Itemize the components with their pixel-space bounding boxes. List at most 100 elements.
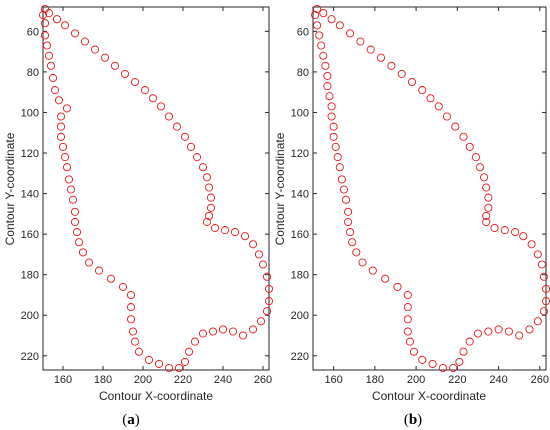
contour-point-a [42, 41, 52, 50]
contour-point-b [335, 21, 344, 30]
markers-b [311, 4, 550, 373]
contour-point-b [315, 31, 324, 40]
y-tick-label-b: 220 [291, 351, 309, 363]
x-tick-label-b: 160 [324, 374, 342, 386]
contour-point-b [329, 132, 338, 141]
axes-box-a [42, 6, 270, 371]
contour-point-b [366, 45, 375, 54]
ticks-a: 160 180 200 220 240 260 60 80 100 120 140 160 180 200… [21, 7, 272, 386]
ticks-b: 160 180 200 220 240 260 60 80 100 120 140 160 180 200… [291, 7, 549, 386]
contour-point-a [248, 325, 258, 334]
contour-point-b [407, 77, 417, 87]
contour-point-a [198, 163, 208, 172]
contour-point-b [465, 337, 474, 346]
panel-label-b: (b) [404, 412, 422, 428]
contour-point-a [84, 258, 94, 267]
contour-point-a [204, 183, 214, 192]
contour-point-b [339, 185, 348, 194]
contour-point-a [44, 9, 54, 18]
contour-point-a [174, 363, 184, 373]
contour-point-a [48, 73, 58, 83]
contour-point-b [484, 193, 493, 202]
x-tick-label-a: 240 [214, 374, 232, 386]
contour-point-b [335, 163, 344, 172]
markers-a [38, 4, 274, 373]
contour-point-a [192, 153, 202, 162]
contour-point-a [126, 290, 136, 300]
x-tick-label-a: 160 [54, 374, 72, 386]
contour-point-a [128, 327, 138, 336]
contour-point-a [262, 272, 272, 281]
contour-point-a [110, 61, 120, 70]
contour-point-a [40, 19, 50, 28]
x-tick-label-b: 260 [531, 374, 549, 386]
contour-point-b [511, 228, 520, 237]
x-tick-label-a: 260 [254, 374, 272, 386]
contour-point-a [44, 51, 54, 60]
contour-point-b [368, 266, 377, 275]
contour-point-b [341, 195, 351, 204]
contour-point-b [356, 37, 365, 46]
contour-point-a [220, 226, 230, 235]
contour-point-b [426, 94, 435, 103]
contour-point-a [70, 29, 80, 38]
contour-point-a [118, 282, 128, 291]
contour-point-a [140, 86, 150, 95]
contour-point-b [490, 223, 499, 233]
contour-point-b [539, 272, 548, 281]
contour-point-a [50, 86, 60, 95]
y-tick-label-a: 80 [27, 67, 39, 79]
contour-point-a [248, 240, 258, 249]
contour-point-a [56, 122, 66, 131]
contour-point-a [184, 347, 194, 356]
contour-point-a [62, 163, 72, 172]
contour-point-b [449, 363, 458, 373]
y-tick-label-b: 60 [297, 26, 309, 38]
contour-point-a [218, 325, 228, 334]
contour-point-a [256, 317, 266, 326]
contour-point-b [475, 163, 485, 172]
x-tick-label-a: 200 [134, 374, 152, 386]
contour-point-b [451, 122, 460, 131]
panel-label-a: (a) [122, 412, 140, 428]
contour-point-a [126, 303, 136, 312]
contour-point-b [327, 112, 336, 121]
contour-point-b [344, 207, 353, 216]
contour-point-a [230, 228, 240, 237]
contour-point-b [537, 260, 546, 269]
x-tick-label-b: 220 [448, 374, 466, 386]
contour-point-b [403, 315, 412, 324]
y-axis-label-b: Contour Y-coordinate [273, 132, 287, 245]
contour-point-a [156, 102, 166, 111]
contour-point-a [126, 315, 136, 324]
contour-point-a [134, 347, 144, 356]
contour-point-b [455, 357, 464, 366]
contour-point-b [323, 82, 332, 91]
contour-point-a [56, 132, 66, 141]
contour-point-a [164, 363, 174, 373]
contour-point-a [70, 207, 80, 216]
contour-point-b [494, 325, 503, 334]
contour-point-a [202, 173, 212, 182]
contour-point-a [60, 21, 70, 30]
contour-point-b [329, 122, 338, 131]
contour-point-b [323, 71, 332, 80]
contour-point-a [180, 132, 190, 141]
contour-point-a [66, 185, 76, 194]
x-tick-label-b: 180 [366, 374, 384, 386]
contour-point-a [60, 153, 70, 162]
contour-point-b [311, 11, 320, 20]
y-tick-label-a: 220 [21, 351, 39, 363]
contour-point-a [62, 104, 72, 113]
y-tick-label-b: 160 [291, 229, 309, 241]
contour-point-a [198, 329, 208, 338]
y-tick-label-b: 140 [291, 189, 309, 201]
contour-point-a [74, 238, 84, 247]
contour-point-b [539, 307, 548, 316]
x-axis-label-a: Contour X-coordinate [99, 389, 213, 403]
contour-point-a [120, 69, 130, 78]
contour-point-b [500, 226, 509, 235]
contour-point-b [397, 69, 406, 78]
y-tick-label-a: 100 [21, 107, 39, 119]
contour-point-a [240, 232, 250, 241]
